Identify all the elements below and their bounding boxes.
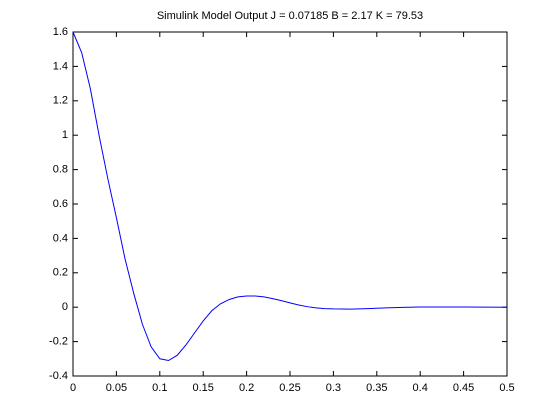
x-tick-label: 0.15 bbox=[192, 382, 213, 394]
x-tick-label: 0.2 bbox=[239, 382, 254, 394]
y-tick-label: 0.6 bbox=[53, 198, 68, 210]
x-tick-label: 0.25 bbox=[279, 382, 300, 394]
x-tick-label: 0.3 bbox=[326, 382, 341, 394]
x-tick-label: 0.4 bbox=[413, 382, 428, 394]
x-tick-label: 0.5 bbox=[499, 382, 514, 394]
y-tick-label: 0.4 bbox=[53, 232, 68, 244]
x-tick-label: 0 bbox=[70, 382, 76, 394]
y-tick-label: -0.4 bbox=[49, 370, 68, 382]
x-tick-label: 0.1 bbox=[152, 382, 167, 394]
x-tick-label: 0.35 bbox=[366, 382, 387, 394]
y-tick-label: 1.2 bbox=[53, 95, 68, 107]
x-tick-label: 0.05 bbox=[106, 382, 127, 394]
y-tick-label: 0.2 bbox=[53, 267, 68, 279]
y-tick-label: 1.4 bbox=[53, 60, 68, 72]
chart-title: Simulink Model Output J = 0.07185 B = 2.… bbox=[157, 10, 423, 22]
x-tick-label: 0.45 bbox=[453, 382, 474, 394]
y-tick-label: 0.8 bbox=[53, 164, 68, 176]
y-tick-label: 0 bbox=[62, 301, 68, 313]
y-tick-label: 1.6 bbox=[53, 26, 68, 38]
axes-box bbox=[72, 31, 508, 377]
data-line bbox=[72, 31, 508, 362]
y-tick-label: -0.2 bbox=[49, 336, 68, 348]
y-tick-label: 1 bbox=[62, 129, 68, 141]
